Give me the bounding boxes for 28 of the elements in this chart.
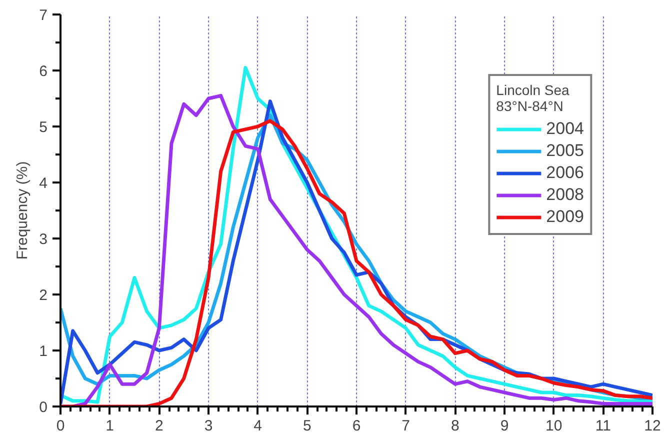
x-tick-label: 7 xyxy=(402,418,410,434)
x-tick-label: 5 xyxy=(302,418,312,434)
y-tick-label: 0 xyxy=(39,399,48,416)
x-tick-label: 6 xyxy=(352,418,361,434)
y-tick-label: 2 xyxy=(39,287,48,304)
x-tick-label: 12 xyxy=(644,418,661,434)
x-tick-label: 3 xyxy=(204,418,213,434)
x-tick-label: 1 xyxy=(106,418,114,434)
x-tick-label: 4 xyxy=(254,418,262,434)
y-axis-title: Frequency (%) xyxy=(14,161,32,260)
x-tick-label: 11 xyxy=(595,418,611,434)
legend-label: 2009 xyxy=(546,207,584,227)
y-tick-label: 7 xyxy=(39,7,48,24)
legend-label: 2008 xyxy=(546,185,584,205)
y-tick-label: 1 xyxy=(39,343,48,360)
y-tick-label: 6 xyxy=(39,63,48,80)
x-tick-label: 8 xyxy=(450,418,460,434)
y-tick-label: 4 xyxy=(39,175,48,192)
legend-label: 2006 xyxy=(546,163,584,183)
y-tick-label: 5 xyxy=(39,119,48,136)
legend-label: 2005 xyxy=(546,141,584,161)
x-tick-label: 9 xyxy=(500,418,509,434)
legend-title: Lincoln Sea 83°N-84°N xyxy=(496,82,570,114)
x-tick-label: 0 xyxy=(56,418,65,434)
x-tick-label: 2 xyxy=(154,418,164,434)
x-tick-label: 10 xyxy=(545,418,562,434)
legend-label: 2004 xyxy=(546,119,584,139)
y-tick-label: 3 xyxy=(39,231,48,248)
